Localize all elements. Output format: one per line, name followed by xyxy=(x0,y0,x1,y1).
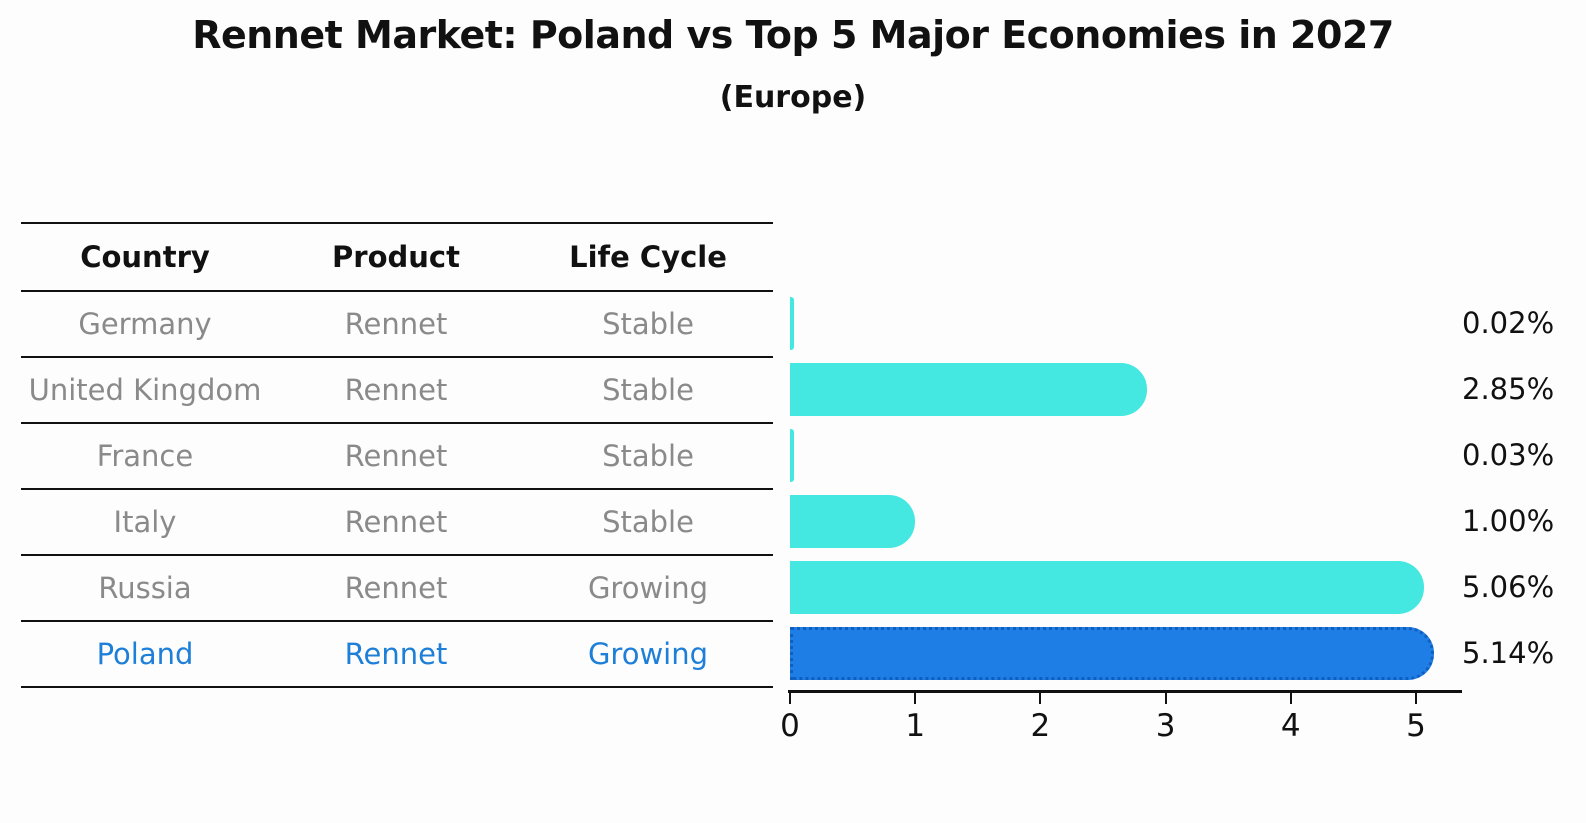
bar-poland xyxy=(790,626,1434,680)
x-tick-label-3: 3 xyxy=(1155,708,1176,744)
bar-russia xyxy=(790,560,1424,614)
bar-france xyxy=(790,428,794,482)
value-label-italy: 1.00% xyxy=(1462,504,1555,538)
x-tick-label-4: 4 xyxy=(1280,708,1301,744)
table-row-germany: Germany Rennet Stable xyxy=(21,292,773,358)
table-row-poland: Poland Rennet Growing xyxy=(21,622,773,688)
table-row-france: France Rennet Stable xyxy=(21,424,773,490)
table-row-united-kingdom: United Kingdom Rennet Stable xyxy=(21,358,773,424)
cell-life-cycle: Growing xyxy=(587,637,709,671)
x-tick-mark-1 xyxy=(914,693,917,704)
cell-life-cycle: Stable xyxy=(602,505,694,539)
chart-title: Rennet Market: Poland vs Top 5 Major Eco… xyxy=(192,13,1394,57)
table-row-italy: Italy Rennet Stable xyxy=(21,490,773,556)
value-label-france: 0.03% xyxy=(1462,438,1555,472)
cell-life-cycle: Stable xyxy=(602,439,694,473)
cell-life-cycle: Stable xyxy=(602,307,694,341)
table-body: Germany Rennet Stable United Kingdom Rennet S… xyxy=(21,292,773,688)
cell-product: Rennet xyxy=(344,505,448,539)
x-tick-label-2: 2 xyxy=(1030,708,1051,744)
column-header-country: Country xyxy=(80,240,210,274)
chart-subtitle: (Europe) xyxy=(719,80,867,115)
country-table: Country Product Life Cycle Germany Rennet… xyxy=(21,222,773,688)
cell-product: Rennet xyxy=(344,571,448,605)
bar-italy xyxy=(790,494,916,548)
x-tick-mark-5 xyxy=(1415,693,1417,704)
x-tick-label-0: 0 xyxy=(780,708,800,744)
value-label-united-kingdom: 2.85% xyxy=(1462,372,1555,406)
bar-germany xyxy=(790,296,794,350)
value-label-germany: 0.02% xyxy=(1462,306,1555,340)
cell-country: Italy xyxy=(113,505,177,539)
column-header-product: Product xyxy=(332,240,460,274)
cell-country: Poland xyxy=(96,637,194,671)
bar-united-kingdom xyxy=(790,362,1147,416)
table-header-row: Country Product Life Cycle xyxy=(21,222,773,292)
x-tick-mark-3 xyxy=(1164,693,1167,704)
x-tick-mark-4 xyxy=(1289,693,1292,704)
table-row-russia: Russia Rennet Growing xyxy=(21,556,773,622)
cell-product: Rennet xyxy=(344,307,448,341)
cell-country: Russia xyxy=(98,571,192,605)
x-tick-mark-0 xyxy=(789,693,791,704)
cell-country: United Kingdom xyxy=(28,373,262,407)
column-header-lifecycle: Life Cycle xyxy=(569,240,727,274)
x-tick-mark-2 xyxy=(1039,693,1042,704)
value-label-poland: 5.14% xyxy=(1462,636,1555,670)
x-axis-line xyxy=(788,690,1462,693)
cell-product: Rennet xyxy=(344,439,448,473)
cell-country: France xyxy=(96,439,194,473)
cell-country: Germany xyxy=(78,307,212,341)
cell-product: Rennet xyxy=(344,637,448,671)
cell-life-cycle: Stable xyxy=(602,373,694,407)
x-tick-label-1: 1 xyxy=(905,708,926,744)
cell-life-cycle: Growing xyxy=(587,571,709,605)
cell-product: Rennet xyxy=(344,373,448,407)
value-label-russia: 5.06% xyxy=(1462,570,1555,604)
x-tick-label-5: 5 xyxy=(1406,708,1426,744)
